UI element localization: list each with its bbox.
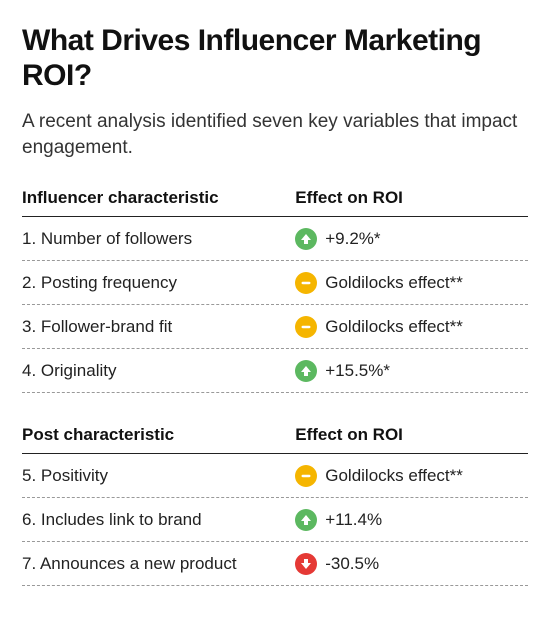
row-label: 3. Follower-brand fit xyxy=(22,317,172,336)
table-row: 3. Follower-brand fit Goldilocks effect*… xyxy=(22,305,528,349)
table-row: 1. Number of followers +9.2%* xyxy=(22,217,528,261)
table-row: 2. Posting frequency Goldilocks effect** xyxy=(22,261,528,305)
row-effect: -30.5% xyxy=(325,554,379,574)
table-row: 7. Announces a new product -30.5% xyxy=(22,542,528,586)
table-section: Influencer characteristic Effect on ROI … xyxy=(22,188,528,393)
arrow-up-icon xyxy=(295,360,317,382)
arrow-up-icon xyxy=(295,228,317,250)
table-header-row: Influencer characteristic Effect on ROI xyxy=(22,188,528,217)
arrow-down-icon xyxy=(295,553,317,575)
sections-container: Influencer characteristic Effect on ROI … xyxy=(22,188,528,586)
row-label: 2. Posting frequency xyxy=(22,273,177,292)
row-effect: Goldilocks effect** xyxy=(325,466,463,486)
neutral-icon xyxy=(295,465,317,487)
row-effect: +15.5%* xyxy=(325,361,390,381)
table-header-left: Post characteristic xyxy=(22,425,295,445)
neutral-icon xyxy=(295,316,317,338)
row-label: 1. Number of followers xyxy=(22,229,192,248)
table-row: 4. Originality +15.5%* xyxy=(22,349,528,393)
arrow-up-icon xyxy=(295,509,317,531)
row-effect: Goldilocks effect** xyxy=(325,273,463,293)
table-header-right: Effect on ROI xyxy=(295,188,528,208)
row-effect: Goldilocks effect** xyxy=(325,317,463,337)
row-effect: +11.4% xyxy=(325,510,382,530)
row-label: 4. Originality xyxy=(22,361,116,380)
table-header-left: Influencer characteristic xyxy=(22,188,295,208)
page-title: What Drives Influencer Marketing ROI? xyxy=(22,24,528,93)
neutral-icon xyxy=(295,272,317,294)
table-section: Post characteristic Effect on ROI 5. Pos… xyxy=(22,425,528,586)
page-subtitle: A recent analysis identified seven key v… xyxy=(22,109,528,160)
table-row: 5. Positivity Goldilocks effect** xyxy=(22,454,528,498)
row-label: 7. Announces a new product xyxy=(22,554,237,573)
row-label: 5. Positivity xyxy=(22,466,108,485)
row-label: 6. Includes link to brand xyxy=(22,510,202,529)
table-row: 6. Includes link to brand +11.4% xyxy=(22,498,528,542)
row-effect: +9.2%* xyxy=(325,229,380,249)
table-header-row: Post characteristic Effect on ROI xyxy=(22,425,528,454)
table-header-right: Effect on ROI xyxy=(295,425,528,445)
